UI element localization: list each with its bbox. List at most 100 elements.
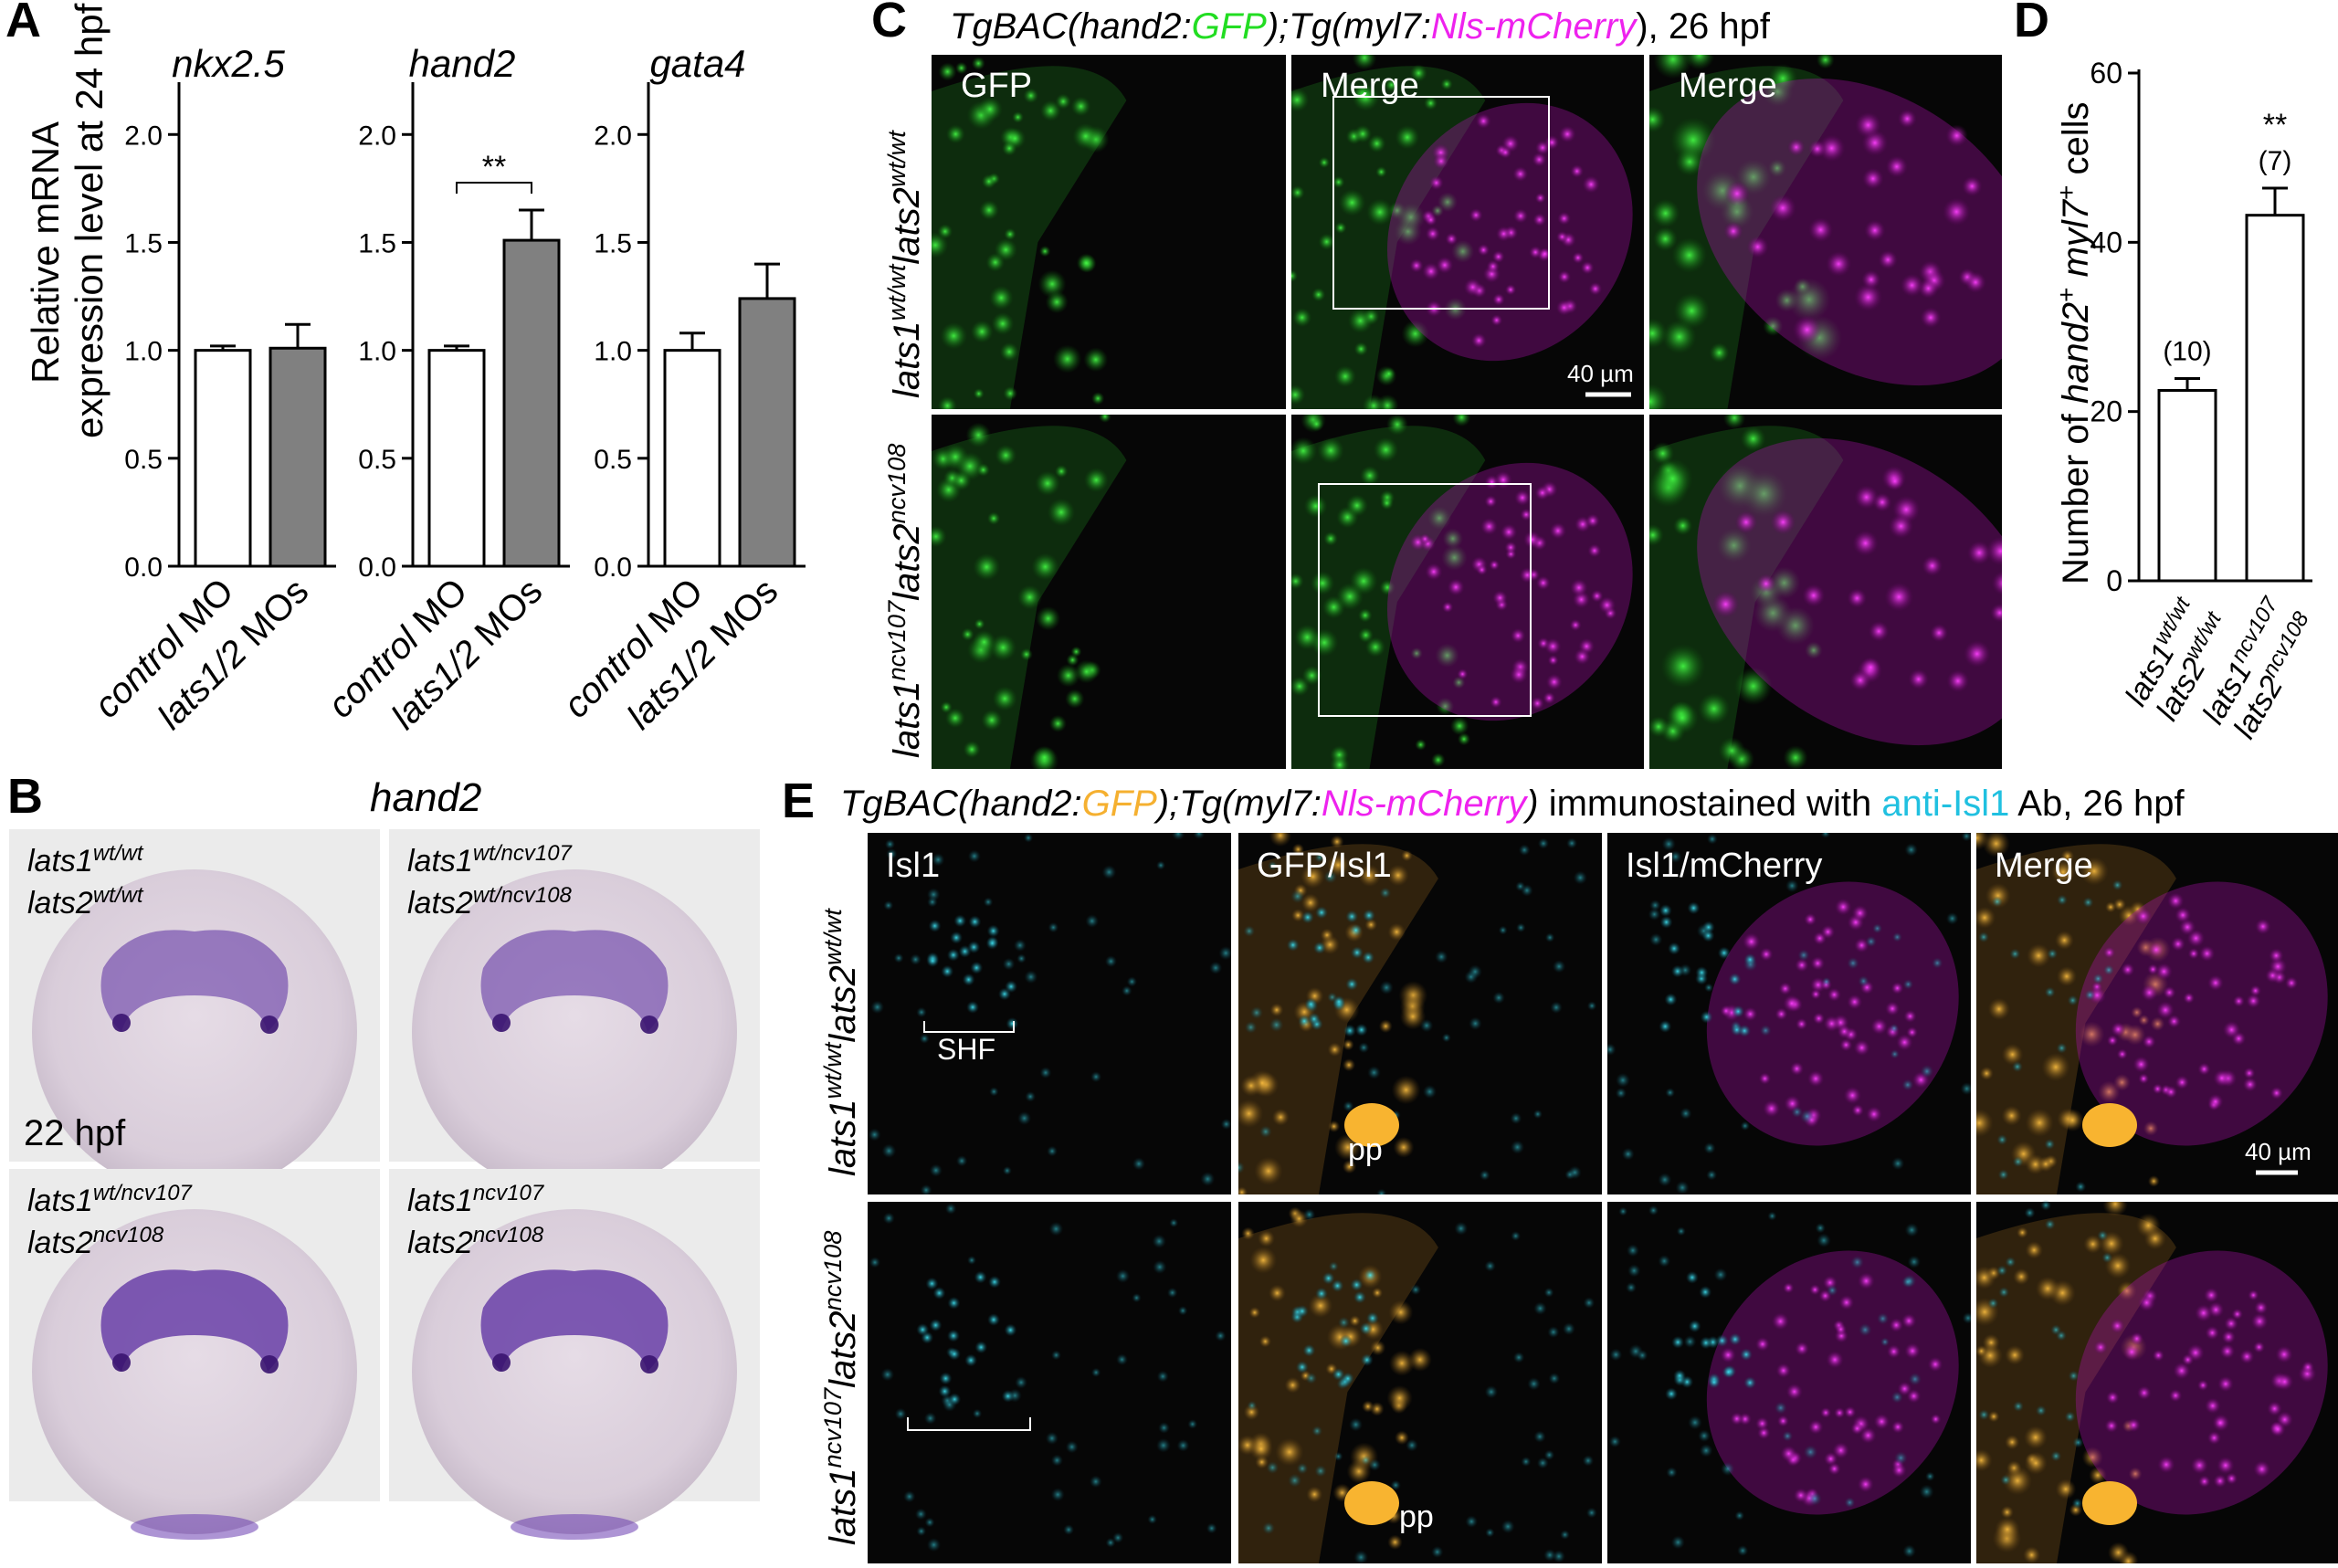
pharyngeal-pouch [1344, 1103, 1399, 1147]
isl1-cell [1156, 1370, 1169, 1383]
isl1-cell [1858, 975, 1869, 987]
gfp-cell [1370, 1340, 1386, 1356]
isl1-cell [1269, 1017, 1284, 1033]
mcherry-nucleus [2232, 994, 2245, 1007]
gfp-cell [1301, 893, 1321, 912]
gfp-cell [1457, 732, 1471, 746]
gfp-cell [1353, 342, 1369, 356]
hand2-staining [100, 930, 289, 1032]
gfp-cell [1309, 416, 1324, 432]
column-label-merge: Merge [1679, 67, 1777, 105]
panel-label-b: B [7, 769, 43, 824]
isl1-cell [1767, 1211, 1777, 1221]
mcherry-nucleus [1734, 510, 1758, 534]
isl1-shf-cell [1004, 1323, 1017, 1337]
isl1-cell [1479, 1169, 1490, 1181]
isl1-cell [1122, 985, 1132, 996]
isl1-cell [1323, 869, 1338, 884]
mcherry-nucleus [1870, 1017, 1888, 1036]
gfp-cell [1070, 96, 1091, 117]
panel-c-row-label-2-gene1: lats1 [887, 681, 927, 759]
gene2: lats2 [27, 1226, 93, 1260]
isl1-cell [1618, 1206, 1628, 1216]
gfp-cell [1249, 1246, 1278, 1274]
isl1-cell [1978, 1409, 1990, 1421]
isl1-cell [2050, 1324, 2062, 1336]
gfp-cell [1670, 117, 1716, 163]
panel-label-e: E [782, 773, 815, 828]
isl1-cell [1924, 1471, 1935, 1482]
gfp-cell [1098, 415, 1111, 423]
mcherry-nucleus [1496, 226, 1511, 242]
mcherry-nucleus [2102, 946, 2116, 959]
sup2: wt/wt [93, 883, 144, 908]
mcherry-nucleus [1889, 1318, 1904, 1332]
isl1-shf-cell [1664, 993, 1678, 1006]
mcherry-nucleus [1885, 1001, 1901, 1016]
gfp-cell [1241, 1226, 1255, 1240]
gfp-cell [1238, 1099, 1264, 1129]
isl1-cell [1850, 1255, 1864, 1269]
isl1-cell [1680, 1107, 1692, 1120]
gfp-cell [1380, 496, 1395, 510]
isl1-cell [1153, 1259, 1167, 1275]
mcherry-nucleus [1834, 898, 1852, 916]
mcherry-nucleus [1859, 657, 1881, 679]
gfp-cell [944, 708, 965, 729]
pp-label-2: pp [1399, 1500, 1434, 1534]
mcherry-nucleus [1990, 603, 2002, 623]
gfp-cell [1430, 752, 1446, 767]
gfp-cell [1238, 1186, 1248, 1194]
gfp-tissue [1238, 1213, 1438, 1563]
column-label-3: Isl1/mCherry [1626, 847, 1822, 885]
isl1-cell [2011, 1061, 2023, 1073]
mcherry-nucleus [1890, 1420, 1905, 1434]
mcherry-nucleus [1859, 1426, 1877, 1445]
gfp-cell [1649, 106, 1666, 133]
y-tick-label: 0.0 [358, 552, 396, 583]
gfp-cell [2060, 1108, 2084, 1132]
isl1-cell [1901, 1079, 1914, 1091]
isl1-cell [944, 1203, 957, 1215]
isl1-cell [1147, 1514, 1157, 1525]
mcherry-nucleus [1755, 1416, 1770, 1431]
micrograph-content [932, 56, 1127, 409]
gfp-cell [1335, 583, 1364, 611]
gene2: lats2 [27, 886, 93, 921]
gfp-cell [981, 709, 1003, 731]
gfp-cell [1352, 55, 1377, 70]
gfp-cell [938, 62, 957, 81]
mcherry-nucleus [1806, 1069, 1825, 1088]
mcherry-nucleus [1534, 485, 1551, 500]
isl1-shf-cell [1659, 903, 1672, 917]
isl1-shf-cell [1353, 1290, 1366, 1304]
gfp-cell [1048, 714, 1067, 732]
isl1-cell [2084, 989, 2096, 1001]
mcherry-nucleus [2269, 948, 2284, 963]
y-tick-label: 1.0 [124, 337, 163, 367]
isl1-cell [1871, 923, 1883, 934]
isl1-shf-cell [948, 1393, 962, 1406]
mcherry-nucleus [2248, 1289, 2259, 1301]
mcherry-nucleus [1884, 582, 1914, 612]
mcherry-nucleus [1445, 232, 1459, 246]
gfp-cell [1342, 1038, 1354, 1051]
panel-e-row-label-1-sup1: wt/wt [818, 1041, 847, 1099]
isl1-shf-cell [925, 1277, 939, 1290]
gfp-cell [1076, 253, 1096, 273]
mcherry-nucleus [1480, 518, 1499, 536]
isl1-cell [2092, 973, 2104, 984]
isl1-cell [881, 1143, 897, 1159]
isl1-cell [1155, 1437, 1171, 1453]
isl1-cell [1688, 1415, 1702, 1430]
title-gfp: GFP [1082, 784, 1158, 824]
panel-d-chart: Number of hand2+ myl7+ cells0204060(10)l… [2052, 57, 2314, 744]
mcherry-nucleus [1569, 618, 1582, 632]
isl1-cell [1176, 1438, 1190, 1452]
isl1-cell [1492, 991, 1505, 1005]
isl1-cell [1847, 957, 1859, 970]
gfp-tissue [1976, 844, 2176, 1194]
isl1-cell [1536, 1457, 1549, 1469]
isl1-cell [1484, 1384, 1499, 1399]
